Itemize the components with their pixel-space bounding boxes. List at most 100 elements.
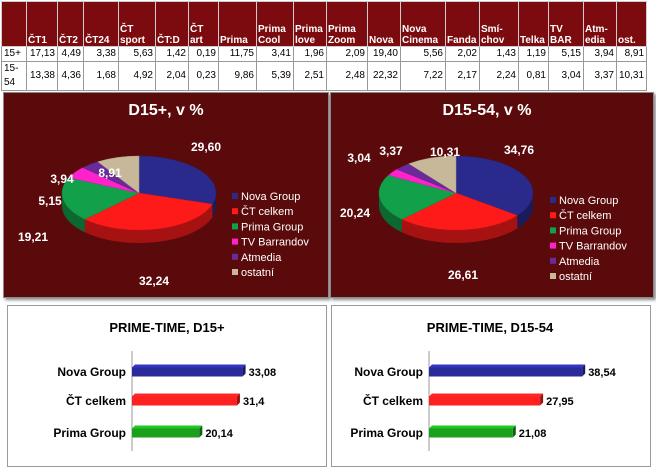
pie-slice [97,155,140,194]
pie-value-label: 29,60 [191,140,221,154]
table-cell: 4,92 [118,61,156,91]
bar [132,396,237,406]
legend-label: ostatní [559,271,592,283]
bar-panel-d15plus: PRIME-TIME, D15+ Nova Group 33,08 ČT celkem… [7,305,327,467]
table-header-cell: Atm- edia [583,1,617,47]
table-row-label: 15-54 [1,61,27,91]
table-cell: 8,91 [615,46,648,62]
table-header-cell: ČT:D [155,1,189,47]
legend-label: Atmedia [241,252,282,264]
legend-swatch [550,257,556,264]
bar-end [199,425,203,438]
pie-slice [378,174,457,220]
bar-value-label: 21,08 [519,428,547,440]
pie-slice-side [517,193,533,229]
ratings-header-row: ČT1 ČT2 ČT24 ČT sport ČT:D ČT art Prima Prima C… [1,1,648,47]
legend-swatch [232,269,238,275]
legend-label: Nova Group [241,191,300,203]
pie-chart-d15plus: D15+, v % 29,60 32,24 19,21 5,15 3,94 8,91 Nova… [18,102,309,288]
table-row: 15-54 13,38 4,36 1,68 4,92 2,04 0,23 9,86 5,39 2,… [1,61,648,91]
bar-end [242,364,246,377]
table-cell: 2,51 [293,61,327,91]
table-cell: 1,43 [479,46,519,62]
table-cell: 2,24 [479,61,519,91]
bar-end [582,364,586,377]
legend-swatch [550,197,556,203]
table-header-cell: Prima [218,1,257,47]
pie-slice-side [84,204,213,243]
legend-swatch [232,193,238,199]
table-cell: 3,04 [548,61,584,91]
bar-top [429,425,516,429]
table-cell: 7,22 [400,61,446,91]
legend-swatch [550,242,556,249]
table-header-cell: ost. [615,1,648,47]
legend-label: TV Barrandov [241,237,309,249]
table-corner-cell [1,1,27,47]
legend-label: Prima Group [241,221,303,233]
table-cell: 1,96 [293,46,327,62]
ratings-table: ČT1 ČT2 ČT24 ČT sport ČT:D ČT art Prima Prima C… [1,1,648,91]
bar [132,428,200,438]
table-cell: 2,09 [326,46,368,62]
ratings-body: 15+ 17,13 4,49 3,38 5,63 1,42 0,19 11,75 3,41 1,9… [1,46,648,91]
table-header-cell: Prima Zoom [326,1,368,47]
bar-value-label: 38,54 [588,367,616,379]
legend-label: ostatní [241,267,274,279]
table-cell: 9,86 [218,61,257,91]
table-cell: 2,17 [445,61,480,91]
pie-value-label: 26,61 [448,268,478,282]
legend-swatch [550,273,556,279]
table-header-cell: Prima Cool [256,1,294,47]
bar-top [132,393,240,397]
table-cell: 1,42 [155,46,189,62]
table-cell: 0,81 [518,61,549,91]
table-cell: 0,23 [188,61,219,91]
bar-top [429,364,586,368]
legend-swatch [232,253,238,260]
bar-panel-d15-54: PRIME-TIME, D15-54 Nova Group 38,54 ČT celk… [331,305,651,467]
bar [429,367,583,377]
bar-title: PRIME-TIME, D15-54 [427,320,554,335]
pie-slice [138,155,217,205]
pie-title: D15-54, v % [443,102,532,119]
bar [429,428,513,438]
pie-value-label: 20,24 [340,206,370,220]
table-cell: 22,32 [367,61,401,91]
table-cell: 3,41 [256,46,294,62]
table-row: 15+ 17,13 4,49 3,38 5,63 1,42 0,19 11,75 3,41 1,9… [1,46,648,62]
legend-label: TV Barrandov [559,241,627,253]
pie-value-label: 32,24 [139,274,169,288]
table-header-cell: ČT sport [118,1,156,47]
pie-slice [455,155,534,216]
bar [429,396,541,406]
legend-label: Nova Group [559,195,618,207]
pie-slice [84,192,213,231]
pie-slice-side [401,215,518,243]
pie-value-label: 8,91 [98,166,122,180]
pie-value-label: 3,37 [379,144,403,158]
bar-end [540,393,544,406]
pie-title: D15+, v % [128,102,203,119]
legend-label: Atmedia [559,256,600,268]
pie-slice [61,177,140,220]
legend-swatch [232,208,238,215]
table-header-cell: Fanda [445,1,480,47]
table-cell: 5,56 [400,46,446,62]
table-cell: 0,19 [188,46,219,62]
pie-value-label: 3,94 [50,172,74,186]
legend-label: ČT celkem [241,205,293,218]
bar-category-label: Prima Group [53,426,126,440]
table-cell: 17,13 [26,46,58,62]
bar-chart-d15plus: PRIME-TIME, D15+ Nova Group 33,08 ČT celkem… [53,320,276,451]
table-cell: 5,15 [548,46,584,62]
table-header-cell: ČT art [188,1,219,47]
bar-category-label: Prima Group [350,426,423,440]
table-header-cell: Nova Cinema [400,1,446,47]
bar-category-label: ČT celkem [363,393,423,408]
table-cell: 4,49 [57,46,84,62]
table-header-cell: Prima love [293,1,327,47]
table-cell: 5,63 [118,46,156,62]
pie-panel-d15plus: D15+, v % 29,60 32,24 19,21 5,15 3,94 8,91 Nova… [3,92,329,298]
bar-top [132,364,246,368]
